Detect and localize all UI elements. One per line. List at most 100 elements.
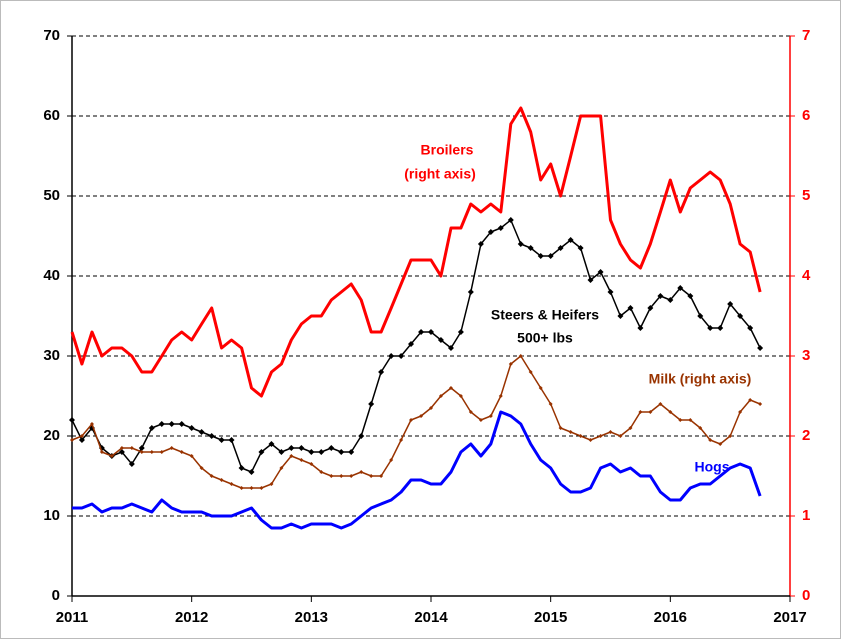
marker bbox=[477, 241, 484, 247]
marker bbox=[229, 482, 234, 486]
marker bbox=[308, 449, 315, 455]
marker bbox=[70, 438, 74, 442]
marker bbox=[258, 449, 265, 455]
marker bbox=[617, 313, 624, 319]
marker bbox=[507, 217, 514, 223]
x-tick-label: 2015 bbox=[534, 609, 567, 626]
marker bbox=[727, 301, 734, 307]
x-tick-label: 2017 bbox=[773, 609, 806, 626]
marker bbox=[607, 289, 614, 295]
annotation: Milk (right axis) bbox=[649, 371, 752, 387]
marker bbox=[537, 253, 544, 259]
y2-tick-label: 1 bbox=[802, 507, 810, 524]
marker bbox=[279, 466, 284, 470]
marker bbox=[717, 325, 724, 331]
annotation: Steers & Heifers bbox=[491, 307, 599, 323]
marker bbox=[338, 449, 345, 455]
marker bbox=[738, 410, 743, 414]
annotation: Hogs bbox=[695, 459, 730, 475]
marker bbox=[658, 402, 663, 406]
marker bbox=[248, 469, 255, 475]
y2-tick-label: 5 bbox=[802, 187, 810, 204]
marker bbox=[637, 325, 644, 331]
marker bbox=[468, 410, 473, 414]
marker bbox=[547, 253, 554, 259]
marker bbox=[168, 421, 175, 427]
marker bbox=[757, 345, 764, 351]
y2-tick-label: 2 bbox=[802, 427, 810, 444]
marker bbox=[228, 437, 235, 443]
marker bbox=[239, 486, 244, 490]
marker bbox=[488, 414, 493, 418]
series-line bbox=[71, 219, 761, 473]
marker bbox=[587, 277, 594, 283]
marker bbox=[578, 434, 583, 438]
marker bbox=[429, 406, 433, 410]
marker bbox=[379, 474, 384, 478]
marker bbox=[608, 430, 613, 434]
marker bbox=[438, 394, 443, 398]
marker bbox=[567, 237, 574, 243]
marker bbox=[478, 418, 483, 422]
marker bbox=[309, 462, 314, 466]
marker bbox=[269, 482, 274, 486]
marker bbox=[538, 386, 543, 390]
annotation: (right axis) bbox=[404, 166, 476, 182]
marker bbox=[487, 229, 494, 235]
marker bbox=[688, 418, 693, 422]
y2-tick-label: 6 bbox=[802, 107, 810, 124]
marker bbox=[158, 421, 165, 427]
marker bbox=[129, 446, 134, 450]
series-line bbox=[72, 410, 762, 530]
marker bbox=[557, 245, 564, 251]
marker bbox=[497, 225, 504, 231]
marker bbox=[458, 394, 463, 398]
marker bbox=[319, 470, 324, 474]
marker bbox=[189, 454, 194, 458]
marker bbox=[289, 454, 294, 458]
x-tick-label: 2016 bbox=[654, 609, 687, 626]
marker bbox=[259, 486, 264, 490]
x-tick-label: 2012 bbox=[175, 609, 208, 626]
marker bbox=[178, 421, 185, 427]
marker bbox=[349, 474, 354, 478]
marker bbox=[69, 417, 75, 423]
marker bbox=[208, 433, 215, 439]
marker bbox=[119, 446, 124, 450]
marker bbox=[138, 445, 145, 451]
annotation: 500+ lbs bbox=[517, 330, 573, 346]
marker bbox=[748, 398, 753, 402]
marker bbox=[408, 341, 415, 347]
marker bbox=[388, 353, 395, 359]
marker bbox=[457, 329, 464, 335]
marker bbox=[668, 410, 673, 414]
x-tick-label: 2013 bbox=[295, 609, 328, 626]
marker bbox=[199, 466, 204, 470]
y-tick-label: 10 bbox=[43, 507, 60, 524]
marker bbox=[79, 434, 84, 438]
marker bbox=[697, 313, 704, 319]
y-tick-label: 30 bbox=[43, 347, 60, 364]
marker bbox=[128, 461, 135, 467]
marker bbox=[148, 425, 155, 431]
marker bbox=[159, 450, 164, 454]
marker bbox=[99, 450, 104, 454]
y2-tick-label: 4 bbox=[802, 267, 811, 284]
marker bbox=[298, 445, 305, 451]
marker bbox=[179, 450, 184, 454]
marker bbox=[437, 337, 444, 343]
marker bbox=[288, 445, 295, 451]
marker bbox=[737, 313, 744, 319]
marker bbox=[577, 245, 584, 251]
marker bbox=[339, 474, 344, 478]
marker bbox=[447, 345, 454, 351]
marker bbox=[318, 449, 325, 455]
marker bbox=[708, 438, 713, 442]
marker bbox=[718, 442, 723, 446]
marker bbox=[169, 446, 174, 450]
marker bbox=[758, 402, 763, 406]
marker bbox=[747, 325, 754, 331]
marker bbox=[657, 293, 664, 299]
marker bbox=[467, 289, 474, 295]
